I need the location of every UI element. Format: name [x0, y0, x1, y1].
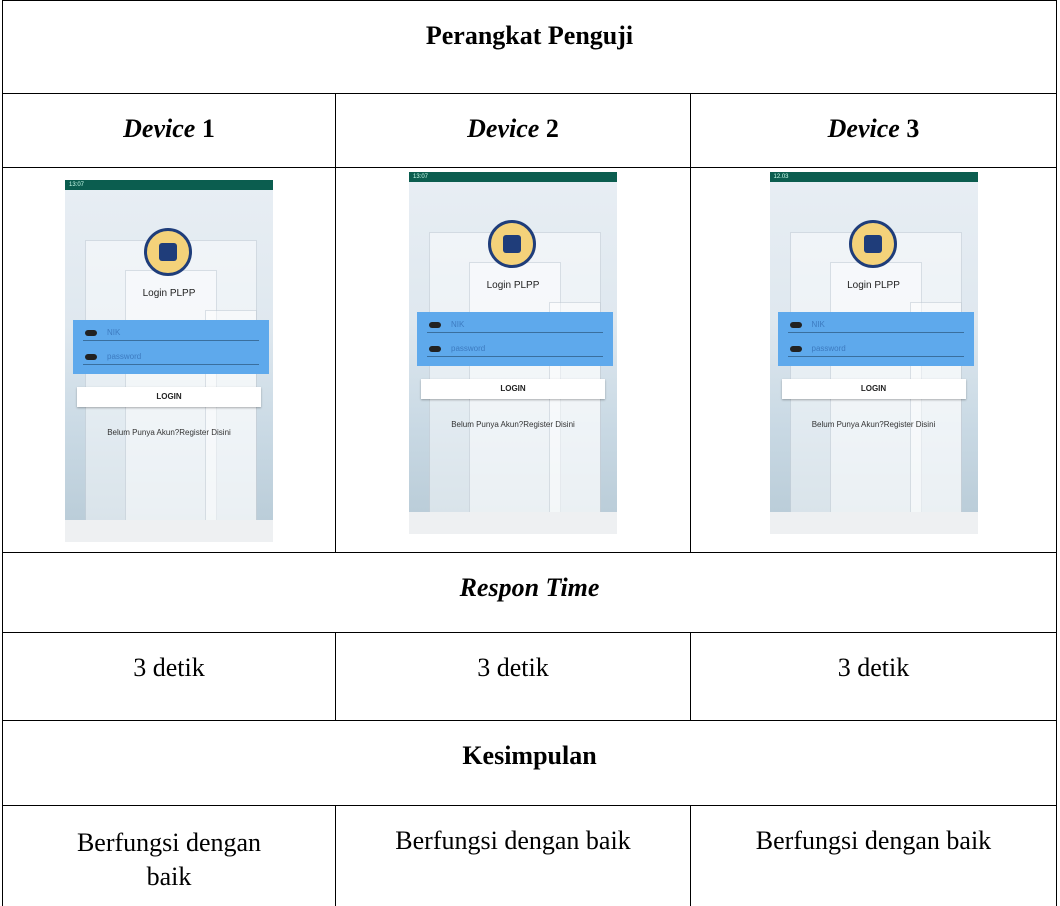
nik-field: NIK [83, 326, 259, 341]
password-icon [789, 346, 802, 352]
nik-icon [789, 322, 802, 328]
device-header-cell: Device 1 [2, 93, 336, 168]
register-link: Belum Punya Akun?Register Disini [811, 420, 936, 429]
response-heading-cell: Respon Time [2, 552, 1057, 633]
password-placeholder: password [107, 352, 142, 361]
response-heading: Respon Time [459, 573, 600, 602]
title-cell: Perangkat Penguji [2, 0, 1057, 94]
conclusion-cell: Berfungsi dengan baik [690, 805, 1057, 906]
login-button: LOGIN [781, 379, 966, 399]
app-logo [488, 220, 536, 268]
conclusion: Berfungsi dengan baik [395, 826, 631, 855]
device-header-cell: Device 3 [690, 93, 1057, 168]
nik-field: NIK [427, 318, 603, 333]
conclusion: Berfungsi dengan baik [755, 826, 992, 855]
conclusion-heading-cell: Kesimpulan [2, 720, 1057, 806]
nik-icon [429, 322, 441, 328]
device-label: Device [827, 114, 900, 143]
nik-placeholder: NIK [451, 320, 465, 329]
response-time: 3 detik [133, 653, 205, 682]
device-header-cell: Device 2 [335, 93, 691, 168]
device-label: Device [123, 114, 196, 143]
device-number: 1 [201, 114, 215, 143]
nav-bar [409, 512, 617, 534]
login-panel: NIK password [777, 312, 974, 366]
status-bar: 12.03 [769, 172, 978, 182]
login-button: LOGIN [77, 387, 261, 407]
password-field: password [83, 350, 259, 365]
response-time: 3 detik [837, 653, 910, 682]
nik-placeholder: NIK [811, 320, 825, 329]
password-field: password [787, 342, 964, 357]
response-cell: 3 detik [335, 632, 691, 721]
nav-bar [65, 520, 273, 542]
password-field: password [427, 342, 603, 357]
screenshot-cell: 13:07 Login PLPP NIK password LOGIN Belum Pun… [335, 167, 691, 553]
device-label: Device [467, 114, 540, 143]
conclusion-cell: Berfungsi dengan baik [335, 805, 691, 906]
device-number: 3 [906, 114, 920, 143]
register-link: Belum Punya Akun?Register Disini [107, 428, 231, 437]
app-logo [144, 228, 192, 276]
app-title: Login PLPP [847, 280, 900, 291]
conclusion-heading: Kesimpulan [462, 741, 597, 770]
screenshot-cell: 12.03 Login PLPP NIK password LOGIN Belum Pun… [690, 167, 1057, 553]
response-time: 3 detik [477, 653, 549, 682]
response-cell: 3 detik [2, 632, 336, 721]
phone-screenshot: 13:07 Login PLPP NIK password LOGIN Belum Pun… [409, 172, 617, 534]
device-number: 2 [545, 114, 559, 143]
register-link: Belum Punya Akun?Register Disini [451, 420, 575, 429]
login-panel: NIK password [73, 320, 269, 374]
login-panel: NIK password [417, 312, 613, 366]
login-button: LOGIN [421, 379, 605, 399]
nav-bar [769, 512, 978, 534]
password-icon [429, 346, 441, 352]
phone-screenshot: 13:07 Login PLPP NIK password LOGIN Belum Pun… [65, 180, 273, 542]
nik-field: NIK [787, 318, 964, 333]
nik-placeholder: NIK [107, 328, 121, 337]
nik-icon [85, 330, 97, 336]
status-bar: 13:07 [409, 172, 617, 182]
response-cell: 3 detik [690, 632, 1057, 721]
title: Perangkat Penguji [425, 21, 634, 50]
status-bar: 13:07 [65, 180, 273, 190]
app-title: Login PLPP [486, 280, 540, 291]
app-title: Login PLPP [142, 288, 196, 299]
password-placeholder: password [451, 344, 486, 353]
app-logo [848, 220, 897, 268]
phone-screenshot: 12.03 Login PLPP NIK password LOGIN Belum Pun… [769, 172, 978, 534]
password-placeholder: password [811, 344, 846, 353]
screenshot-cell: 13:07 Login PLPP NIK password LOGIN Belum Pun… [2, 167, 336, 553]
conclusion-cell: Berfungsi dengan baik [2, 805, 336, 906]
password-icon [85, 354, 97, 360]
conclusion: Berfungsi dengan baik [76, 828, 262, 891]
